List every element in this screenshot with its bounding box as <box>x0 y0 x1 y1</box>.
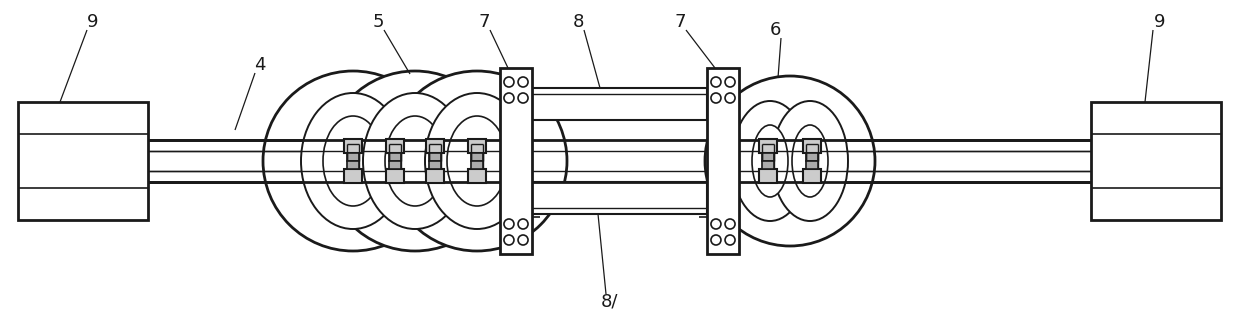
Circle shape <box>711 93 721 103</box>
Bar <box>344 169 362 183</box>
Bar <box>762 161 774 169</box>
Bar <box>468 139 486 153</box>
Bar <box>347 153 359 161</box>
Circle shape <box>705 76 875 246</box>
Text: 5: 5 <box>372 13 384 31</box>
Bar <box>803 139 821 153</box>
Ellipse shape <box>323 116 383 206</box>
Ellipse shape <box>772 101 847 221</box>
Circle shape <box>711 219 721 229</box>
Text: 7: 7 <box>478 13 489 31</box>
Circle shape <box>518 77 528 87</box>
Circle shape <box>518 235 528 245</box>
Bar <box>532 182 707 214</box>
Circle shape <box>504 77 514 87</box>
Text: 7: 7 <box>674 13 685 31</box>
Ellipse shape <box>732 101 808 221</box>
Bar <box>501 68 532 254</box>
Circle shape <box>504 93 514 103</box>
Bar <box>387 169 404 183</box>
Bar <box>347 161 359 169</box>
Circle shape <box>387 71 567 251</box>
Circle shape <box>504 219 514 229</box>
Circle shape <box>711 77 721 87</box>
Ellipse shape <box>792 125 828 197</box>
Ellipse shape <box>447 116 507 206</box>
Text: 4: 4 <box>254 56 265 74</box>
Text: 9: 9 <box>1155 13 1166 31</box>
Bar <box>471 161 483 169</box>
Text: 8/: 8/ <box>601 293 618 311</box>
Bar <box>471 153 483 161</box>
Bar <box>707 68 738 254</box>
Bar <box>532 88 707 120</box>
Bar <box>19 102 147 220</box>
Bar <box>803 169 821 183</box>
Bar <box>426 139 444 153</box>
Circle shape <box>263 71 444 251</box>
Ellipse shape <box>301 93 405 229</box>
Circle shape <box>325 71 506 251</box>
Circle shape <box>518 93 528 103</box>
Ellipse shape <box>385 116 445 206</box>
Ellipse shape <box>752 125 788 197</box>
Circle shape <box>725 235 735 245</box>
Bar <box>426 169 444 183</box>
Bar <box>389 153 401 161</box>
Bar <box>807 161 818 169</box>
Bar <box>760 139 777 153</box>
Circle shape <box>725 77 735 87</box>
Bar <box>807 153 818 161</box>
Bar <box>468 169 486 183</box>
Bar <box>389 161 401 169</box>
Bar <box>344 139 362 153</box>
Bar <box>429 161 441 169</box>
Text: 9: 9 <box>87 13 99 31</box>
Ellipse shape <box>363 93 467 229</box>
Circle shape <box>711 235 721 245</box>
Bar <box>762 153 774 161</box>
Circle shape <box>725 93 735 103</box>
Circle shape <box>504 235 514 245</box>
Text: 6: 6 <box>769 21 781 39</box>
Text: 8: 8 <box>572 13 584 31</box>
Bar <box>1092 102 1220 220</box>
Circle shape <box>725 219 735 229</box>
Bar <box>429 153 441 161</box>
Ellipse shape <box>425 93 529 229</box>
Bar <box>760 169 777 183</box>
Bar <box>387 139 404 153</box>
Circle shape <box>518 219 528 229</box>
